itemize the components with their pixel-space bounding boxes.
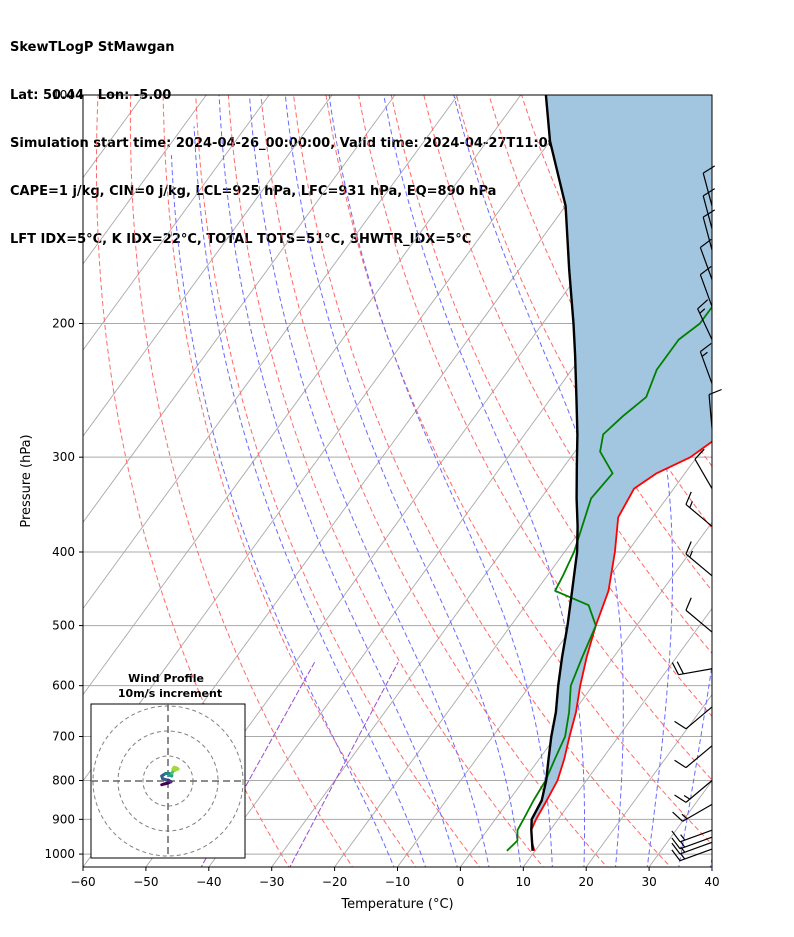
moist-adiabat: [284, 95, 522, 867]
y-tick-label: 300: [52, 450, 75, 464]
y-tick-label: 900: [52, 812, 75, 826]
wind-barb: [699, 342, 713, 384]
isotherm-line: [585, 693, 712, 867]
isotherm-line: [83, 95, 270, 351]
wind-barb: [685, 541, 713, 577]
cape-shaded-area: [531, 95, 712, 843]
stability-indices: LFT IDX=5°C, K IDX=22°C, TOTAL TOTS=51°C…: [10, 232, 472, 247]
moist-adiabat: [709, 856, 712, 867]
y-tick-label: 1000: [44, 847, 75, 861]
y-tick-label: 800: [52, 774, 75, 788]
x-tick-label: −20: [322, 875, 347, 889]
x-tick-label: −30: [259, 875, 284, 889]
dry-adiabat: [293, 95, 672, 867]
parcel-profile-line: [530, 95, 579, 851]
moist-adiabat: [328, 95, 553, 867]
x-tick-label: 0: [457, 875, 465, 889]
x-axis-label: Temperature (°C): [340, 897, 453, 912]
isotherm-line: [271, 263, 712, 867]
convective-parameters: CAPE=1 j/kg, CIN=0 j/kg, LCL=925 hPa, LF…: [10, 184, 497, 199]
dry-adiabat: [741, 78, 794, 870]
wind-barb: [671, 848, 713, 862]
dry-adiabat: [488, 95, 712, 530]
wind-barb: [672, 803, 713, 822]
wind-barb: [702, 188, 716, 229]
temperature-profile-line: [530, 440, 712, 852]
y-tick-label: 500: [52, 619, 75, 633]
y-tick-label: 200: [52, 317, 75, 331]
wind-barb: [674, 780, 713, 803]
wind-barb: [702, 165, 716, 207]
dry-adiabat: [773, 78, 794, 870]
chart-title: SkewTLogP StMawgan: [10, 40, 175, 55]
hodograph-trace-segment: [171, 767, 177, 772]
y-tick-label: 400: [52, 545, 75, 559]
wind-barb: [697, 299, 713, 340]
wind-barb: [671, 836, 713, 850]
hodograph-subtitle: 10m/s increment: [118, 687, 222, 700]
isotherm-line: [83, 95, 333, 437]
dry-adiabat: [358, 95, 712, 781]
chart-title-block: SkewTLogP StMawgan Lat: 50.44 Lon: -5.00…: [10, 8, 603, 264]
dry-adiabat: [227, 95, 544, 867]
y-tick-label: 700: [52, 729, 75, 743]
x-tick-label: 40: [704, 875, 719, 889]
wind-barb: [685, 597, 713, 633]
wind-barb: [685, 491, 713, 527]
isotherm-line: [83, 95, 207, 265]
hodograph-inset: Wind Profile 10m/s increment: [90, 672, 246, 859]
isotherm-line: [83, 95, 522, 696]
wind-barb: [671, 841, 713, 855]
dry-adiabat: [709, 78, 794, 870]
x-tick-label: 30: [641, 875, 656, 889]
wind-barb: [674, 706, 713, 730]
wind-barb: [694, 448, 713, 489]
moist-adiabat: [248, 95, 490, 867]
y-axis-label: Pressure (hPa): [19, 434, 34, 527]
dry-adiabat: [195, 95, 481, 867]
y-tick-label: 100: [52, 88, 75, 102]
dry-adiabat: [390, 95, 712, 718]
moist-adiabat: [193, 126, 427, 867]
dry-adiabat: [129, 95, 354, 867]
x-tick-label: −50: [133, 875, 158, 889]
isotherm-line: [83, 95, 396, 524]
wind-barb: [671, 829, 713, 843]
x-tick-label: −60: [70, 875, 95, 889]
isotherm-line: [83, 95, 459, 610]
dry-adiabat: [325, 95, 712, 846]
y-tick-label: 600: [52, 679, 75, 693]
x-tick-label: −40: [196, 875, 221, 889]
wind-barb: [674, 745, 713, 769]
mixing-ratio-line: [289, 661, 399, 867]
wind-barb: [671, 661, 713, 676]
moist-adiabat: [741, 95, 794, 870]
dry-adiabat: [260, 95, 608, 867]
x-tick-label: −10: [385, 875, 410, 889]
wind-barb: [699, 238, 713, 280]
hodograph-title: Wind Profile: [128, 672, 204, 685]
wind-barb: [702, 209, 716, 251]
isotherm-line: [773, 78, 794, 870]
wind-barb: [699, 265, 713, 307]
dry-adiabat: [96, 95, 290, 867]
isotherm-line: [711, 866, 712, 867]
x-tick-label: 10: [516, 875, 531, 889]
moist-adiabat: [170, 155, 395, 867]
dry-adiabat: [162, 95, 417, 867]
isotherm-line: [0, 78, 93, 870]
x-tick-label: 20: [579, 875, 594, 889]
moist-adiabat: [668, 95, 712, 867]
moist-adiabat: [218, 95, 458, 867]
isotherm-line: [396, 435, 712, 867]
